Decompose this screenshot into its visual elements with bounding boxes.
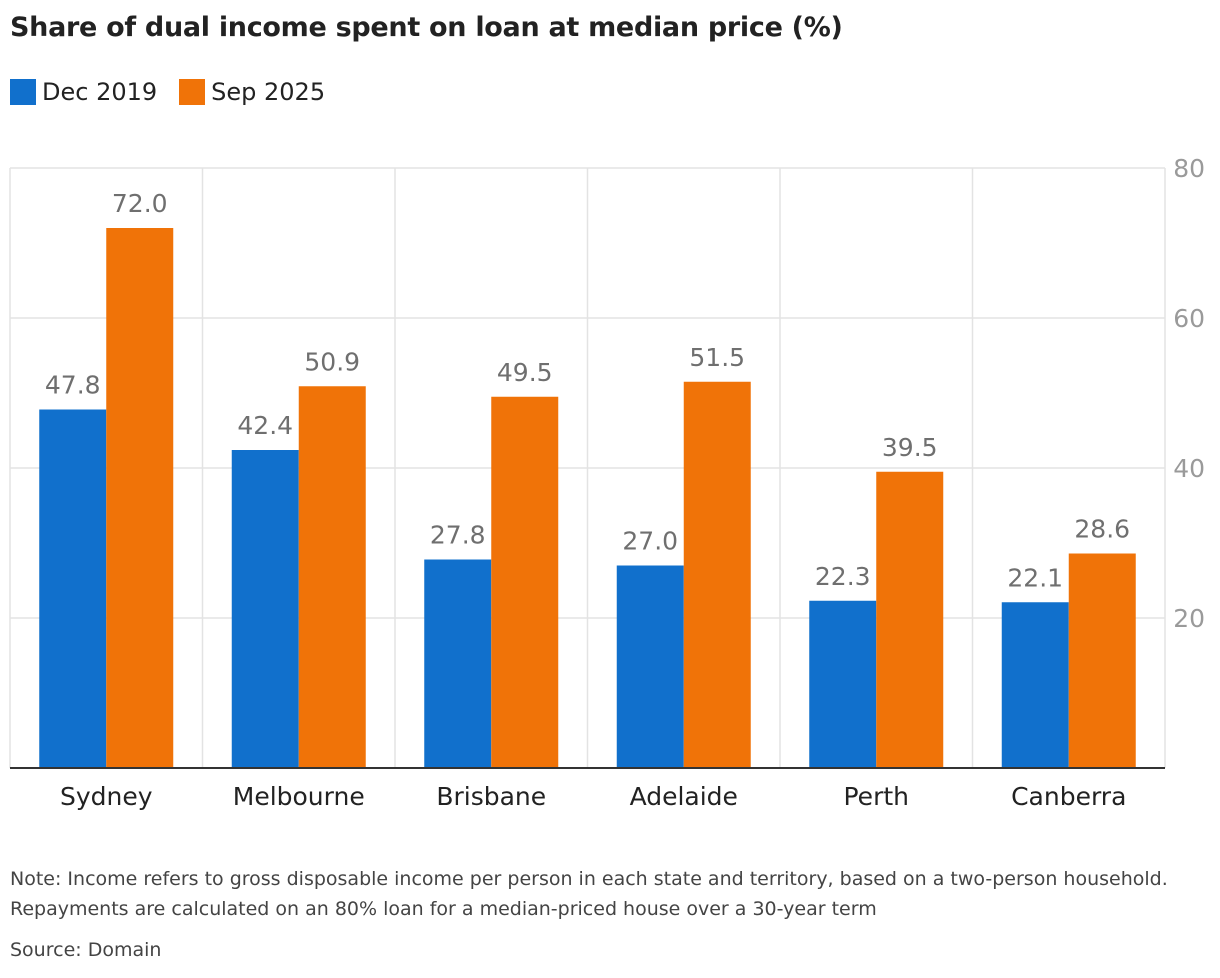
y-tick-label-80: 80 xyxy=(1173,154,1205,183)
bar-perth-sep-2025 xyxy=(876,471,944,768)
x-tick-label-adelaide: Adelaide xyxy=(630,782,738,811)
bar-sydney-sep-2025 xyxy=(106,228,174,768)
bar-brisbane-sep-2025 xyxy=(491,396,559,768)
data-label-adelaide-dec-2019: 27.0 xyxy=(622,527,678,556)
x-tick-label-canberra: Canberra xyxy=(1011,782,1126,811)
chart-title: Share of dual income spent on loan at me… xyxy=(10,12,843,43)
bar-chart: 47.8 72.0 42.4 50.9 27.8 49.5 27.0 51.5 22.3 39.5… xyxy=(9,154,1205,811)
axes: 20 40 60 80 Sydney Melbourne Brisbane Adelaide P… xyxy=(10,154,1205,811)
bar-adelaide-sep-2025 xyxy=(683,381,751,768)
data-label-melbourne-dec-2019: 42.4 xyxy=(237,411,293,440)
data-label-sydney-sep-2025: 72.0 xyxy=(112,189,168,218)
bar-canberra-dec-2019 xyxy=(1001,602,1069,768)
x-tick-label-perth: Perth xyxy=(844,782,910,811)
chart-source: Source: Domain xyxy=(10,939,162,961)
legend-label-dec-2019: Dec 2019 xyxy=(42,78,158,106)
y-tick-label-60: 60 xyxy=(1173,304,1205,333)
x-tick-label-brisbane: Brisbane xyxy=(436,782,546,811)
data-label-canberra-dec-2019: 22.1 xyxy=(1007,563,1063,592)
bar-melbourne-dec-2019 xyxy=(231,450,299,768)
data-labels: 47.8 72.0 42.4 50.9 27.8 49.5 27.0 51.5 22.3 39.5… xyxy=(45,189,1130,592)
bar-canberra-sep-2025 xyxy=(1068,553,1136,768)
data-label-brisbane-sep-2025: 49.5 xyxy=(497,358,553,387)
data-label-canberra-sep-2025: 28.6 xyxy=(1074,515,1130,544)
data-label-sydney-dec-2019: 47.8 xyxy=(45,371,101,400)
x-tick-label-melbourne: Melbourne xyxy=(233,782,365,811)
bar-adelaide-dec-2019 xyxy=(616,565,684,768)
x-tick-label-sydney: Sydney xyxy=(60,782,153,811)
legend-item-dec-2019: Dec 2019 xyxy=(10,78,157,106)
legend-label-sep-2025: Sep 2025 xyxy=(211,78,326,106)
legend-item-sep-2025: Sep 2025 xyxy=(179,78,325,106)
data-label-perth-dec-2019: 22.3 xyxy=(815,562,871,591)
y-tick-label-40: 40 xyxy=(1173,454,1205,483)
legend-swatch-sep-2025 xyxy=(179,79,206,105)
data-label-perth-sep-2025: 39.5 xyxy=(882,433,938,462)
data-label-brisbane-dec-2019: 27.8 xyxy=(430,521,486,550)
bar-sydney-dec-2019 xyxy=(39,409,107,768)
gridlines xyxy=(9,167,1166,768)
data-label-adelaide-sep-2025: 51.5 xyxy=(689,343,745,372)
legend-swatch-dec-2019 xyxy=(10,79,36,105)
y-tick-label-20: 20 xyxy=(1173,604,1205,633)
bar-perth-dec-2019 xyxy=(809,600,877,768)
bars xyxy=(39,228,1136,768)
bar-melbourne-sep-2025 xyxy=(298,386,366,768)
chart-note: Note: Income refers to gross disposable … xyxy=(10,868,1168,920)
data-label-melbourne-sep-2025: 50.9 xyxy=(304,347,360,376)
bar-brisbane-dec-2019 xyxy=(424,559,492,768)
legend: Dec 2019 Sep 2025 xyxy=(10,78,347,106)
